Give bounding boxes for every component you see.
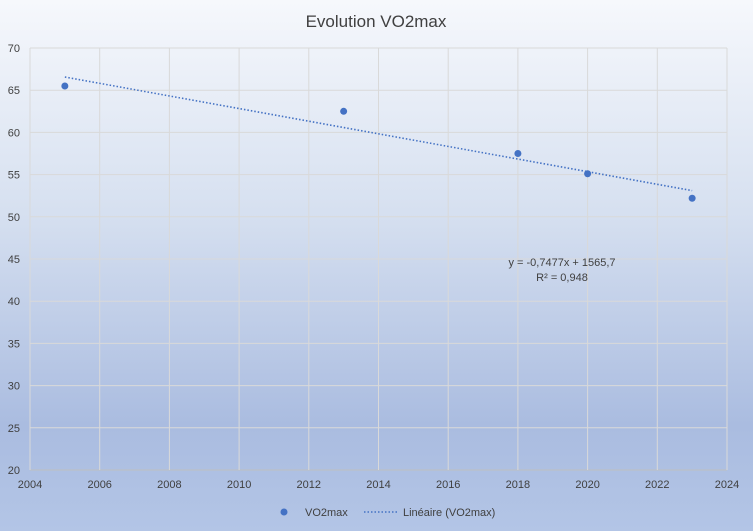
x-tick-label: 2016 (436, 479, 460, 491)
y-tick-label: 45 (8, 254, 20, 266)
trendline (64, 76, 693, 192)
x-tick-label: 2006 (87, 479, 111, 491)
y-tick-label: 50 (8, 212, 20, 224)
x-tick-label: 2012 (297, 479, 321, 491)
y-tick-label: 20 (8, 465, 20, 477)
y-tick-label: 55 (8, 170, 20, 182)
y-tick-label: 25 (8, 423, 20, 435)
y-tick-label: 35 (8, 338, 20, 350)
x-tick-label: 2022 (645, 479, 669, 491)
y-tick-label: 30 (8, 381, 20, 393)
y-tick-label: 60 (8, 127, 20, 139)
trendline-layer (64, 76, 693, 192)
x-tick-label: 2024 (715, 479, 739, 491)
data-point (340, 107, 348, 115)
legend-label-vo2max: VO2max (305, 507, 348, 519)
legend-marker-vo2max (280, 508, 288, 516)
points-layer (61, 82, 696, 202)
trendline-r2: R² = 0,948 (536, 272, 588, 284)
x-tick-label: 2004 (18, 479, 42, 491)
legend-label-trendline: Linéaire (VO2max) (403, 507, 495, 519)
y-tick-label: 40 (8, 296, 20, 308)
x-tick-label: 2014 (366, 479, 390, 491)
x-tick-label: 2020 (575, 479, 599, 491)
x-axis-ticks: 2004 2006 2008 2010 2012 2014 2016 2018 2020 2022… (18, 479, 739, 491)
y-tick-label: 70 (8, 43, 20, 55)
x-tick-label: 2008 (157, 479, 181, 491)
y-axis-ticks: 20 25 30 35 40 45 50 55 60 65 70 (8, 43, 20, 477)
data-point (688, 194, 696, 202)
x-tick-label: 2010 (227, 479, 251, 491)
equation-layer: y = -0,7477x + 1565,7 R² = 0,948 (508, 257, 615, 284)
data-point (584, 170, 592, 178)
data-point (514, 150, 522, 157)
grid-layer (29, 47, 728, 471)
legend: VO2max Linéaire (VO2max) (280, 507, 495, 519)
data-point (61, 82, 69, 90)
x-tick-label: 2018 (506, 479, 530, 491)
chart-title: Evolution VO2max (306, 12, 447, 31)
y-tick-label: 65 (8, 85, 20, 97)
trendline-equation: y = -0,7477x + 1565,7 (508, 257, 615, 269)
